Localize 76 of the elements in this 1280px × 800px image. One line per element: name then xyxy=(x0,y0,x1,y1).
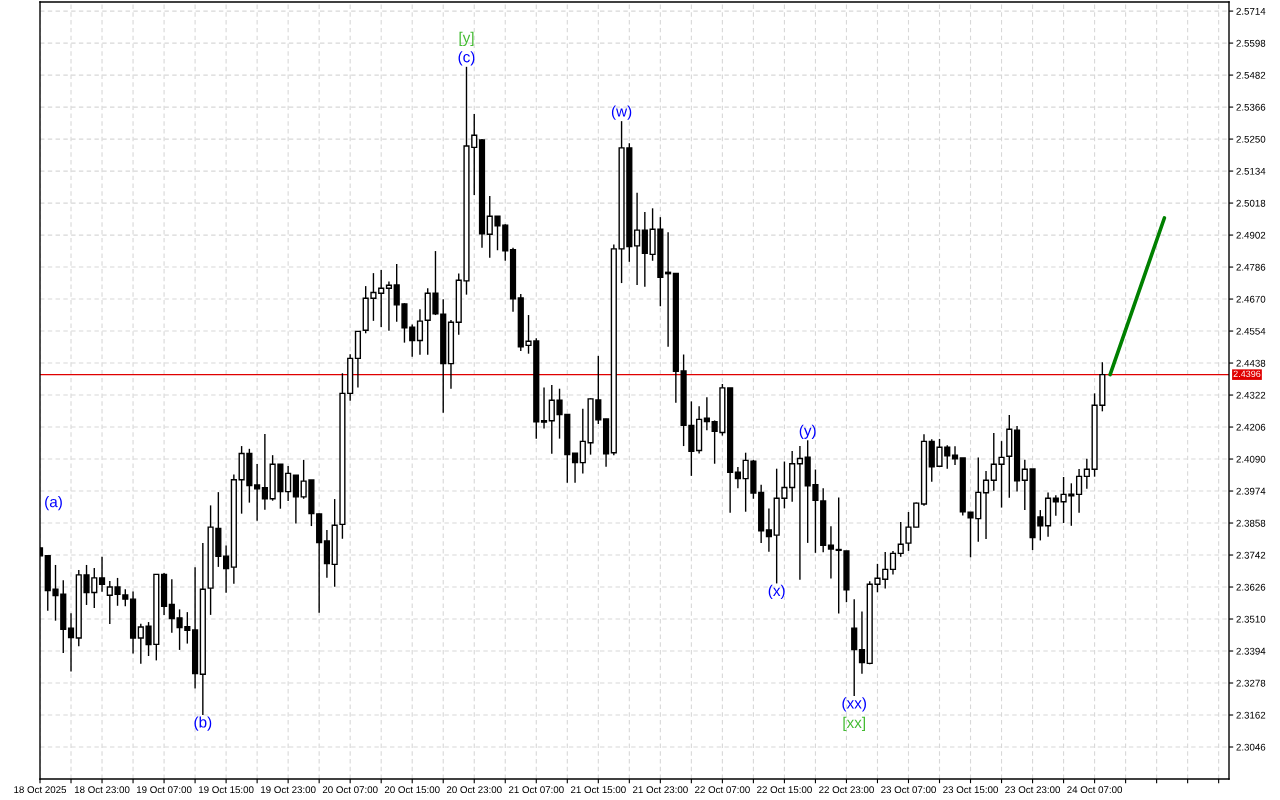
annotation: [xx] xyxy=(843,716,865,732)
x-tick-label: 21 Oct 07:00 xyxy=(508,786,564,794)
y-tick-label: 2.4786 xyxy=(1236,263,1266,271)
candlestick xyxy=(982,470,990,540)
y-tick-label: 2.3162 xyxy=(1236,711,1266,719)
x-tick-label: 18 Oct 2025 xyxy=(14,786,67,794)
candlestick xyxy=(796,445,804,581)
candlestick xyxy=(98,555,106,593)
candlestick xyxy=(223,544,230,594)
y-tick-label: 2.3626 xyxy=(1236,583,1266,591)
y-tick-label: 2.5018 xyxy=(1236,199,1266,207)
y-tick-label: 2.5250 xyxy=(1236,135,1266,143)
candlestick xyxy=(897,521,904,558)
y-tick-label: 2.5366 xyxy=(1236,103,1266,111)
x-tick-label: 21 Oct 23:00 xyxy=(633,786,688,794)
x-tick-label: 22 Oct 23:00 xyxy=(819,786,874,794)
y-tick-label: 2.5134 xyxy=(1236,167,1266,175)
y-tick-label: 2.3046 xyxy=(1236,743,1266,751)
y-tick-label: 2.4670 xyxy=(1236,295,1266,303)
ref-line-label: 2.4396 xyxy=(1233,370,1261,378)
y-tick-label: 2.4554 xyxy=(1236,327,1266,335)
y-tick-label: 2.4902 xyxy=(1236,231,1266,239)
candlestick xyxy=(254,463,261,522)
candlestick xyxy=(827,525,835,580)
y-tick-label: 2.3278 xyxy=(1236,679,1266,687)
x-tick-label: 23 Oct 15:00 xyxy=(943,786,998,794)
annotation: (a) xyxy=(45,496,62,511)
candlestick xyxy=(385,280,393,332)
y-tick-label: 2.4322 xyxy=(1236,391,1266,399)
annotation: (w) xyxy=(611,105,632,120)
annotation: [y] xyxy=(459,31,474,46)
x-tick-label: 22 Oct 07:00 xyxy=(695,786,750,794)
x-tick-label: 24 Oct 07:00 xyxy=(1067,786,1123,794)
x-tick-label: 20 Oct 07:00 xyxy=(322,786,378,794)
candlestick xyxy=(416,308,424,356)
x-tick-label: 21 Oct 15:00 xyxy=(570,786,626,794)
annotation: (b) xyxy=(194,716,212,731)
annotation: (c) xyxy=(458,51,475,66)
y-tick-label: 2.4438 xyxy=(1236,359,1266,367)
y-tick-label: 2.5714 xyxy=(1236,7,1266,15)
candlestick xyxy=(292,474,299,525)
x-tick-label: 18 Oct 23:00 xyxy=(74,786,130,794)
candlestick xyxy=(67,612,75,673)
y-tick-label: 2.4206 xyxy=(1236,423,1266,431)
candlestick xyxy=(261,433,268,511)
candlestick xyxy=(633,192,641,286)
candlestick xyxy=(765,507,773,553)
annotation: (xx) xyxy=(842,697,866,712)
y-tick-label: 2.3742 xyxy=(1236,551,1266,559)
x-tick-label: 19 Oct 23:00 xyxy=(261,786,316,794)
annotation: (x) xyxy=(768,584,785,600)
y-tick-label: 2.5482 xyxy=(1236,71,1266,79)
x-tick-label: 19 Oct 15:00 xyxy=(199,786,254,794)
candlestick xyxy=(734,466,741,489)
candlestick xyxy=(1075,468,1083,514)
annotation: (y) xyxy=(799,424,816,439)
y-tick-label: 2.3974 xyxy=(1236,487,1266,495)
x-tick-label: 20 Oct 23:00 xyxy=(446,786,502,794)
candlestick xyxy=(323,529,331,579)
y-tick-label: 2.3510 xyxy=(1236,615,1266,623)
x-tick-label: 23 Oct 07:00 xyxy=(881,786,936,794)
x-tick-label: 23 Oct 23:00 xyxy=(1005,786,1061,794)
candlestick xyxy=(571,452,579,484)
y-tick-label: 2.5598 xyxy=(1236,39,1266,47)
candlestick xyxy=(540,386,548,430)
x-tick-label: 19 Oct 07:00 xyxy=(136,786,192,794)
x-tick-label: 22 Oct 15:00 xyxy=(757,786,812,794)
candlestick xyxy=(951,445,959,466)
x-tick-label: 20 Oct 15:00 xyxy=(384,786,440,794)
y-tick-label: 2.3394 xyxy=(1236,647,1266,655)
y-tick-label: 2.4090 xyxy=(1236,455,1266,463)
candlestick xyxy=(851,598,858,697)
candlestick xyxy=(889,550,897,576)
candlestick xyxy=(858,610,866,675)
candlestick xyxy=(285,465,292,502)
y-tick-label: 2.3858 xyxy=(1236,519,1266,527)
